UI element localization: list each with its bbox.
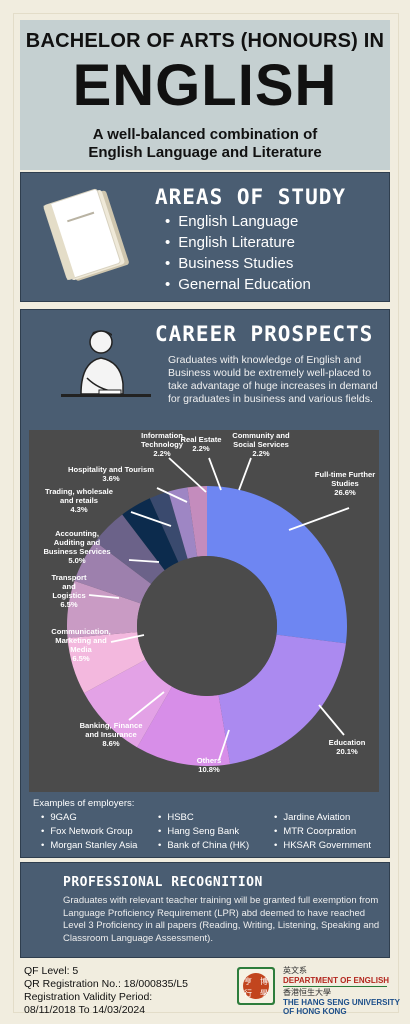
header-banner: BACHELOR OF ARTS (HONOURS) IN ENGLISH A …	[20, 20, 390, 170]
slice-label: Education 20.1%	[329, 738, 366, 756]
leader-line	[128, 559, 160, 563]
uni-english-line-2: OF HONG KONG	[283, 1007, 347, 1016]
employer-item: HKSAR Government	[274, 840, 371, 851]
university-seal-logo: 亨 博 行 學	[237, 967, 275, 1005]
slice-label: Trading, wholesale and retails 4.3%	[45, 487, 113, 514]
degree-subtitle: A well-balanced combination of English L…	[20, 126, 390, 162]
leader-line	[128, 691, 165, 721]
professional-title: PROFESSIONAL RECOGNITION	[63, 875, 263, 890]
slice-label: Hospitality and Tourism 3.6%	[68, 465, 154, 483]
employer-item: HSBC	[158, 812, 193, 823]
slice-label: Real Estate 2.2%	[181, 435, 222, 453]
seal-char: 亨	[244, 976, 252, 986]
qf-level: QF Level: 5	[24, 965, 79, 977]
donut-svg: Full-time Further Studies 26.6% Education 20…	[43, 431, 375, 774]
area-item: English Language	[165, 211, 311, 232]
donut-slice	[207, 486, 347, 644]
area-item: English Literature	[165, 232, 311, 253]
seal-char: 行	[244, 988, 252, 998]
donut-slice	[67, 580, 141, 639]
professional-recognition-panel: PROFESSIONAL RECOGNITION Graduates with …	[20, 862, 390, 958]
slice-label: Full-time Further Studies 26.6%	[315, 470, 375, 497]
donut-slice	[122, 498, 179, 571]
dept-chinese: 英文系	[283, 966, 307, 975]
leader-line	[88, 594, 120, 599]
area-item: Business Studies	[165, 253, 311, 274]
leader-line	[318, 704, 345, 736]
employer-item: Jardine Aviation	[274, 812, 350, 823]
dept-english: DEPARTMENT OF ENGLISH	[283, 975, 390, 985]
professional-text: Graduates with relevant teacher training…	[63, 895, 380, 944]
career-prospects-panel: CAREER PROSPECTS Graduates with knowledg…	[20, 309, 390, 858]
registration-number: QR Registration No.: 18/000835/L5	[24, 978, 189, 990]
donut-slice	[74, 541, 152, 604]
career-title: CAREER PROSPECTS	[155, 322, 374, 346]
validity-period: 08/11/2018 To 14/03/2024	[24, 1004, 146, 1016]
slice-label: Communication, Marketing and Media 6.5%	[51, 627, 111, 663]
degree-title: ENGLISH	[72, 53, 338, 118]
subtitle-line-1: A well-balanced combination of	[92, 126, 318, 143]
employer-item: Morgan Stanley Asia	[41, 840, 137, 851]
leader-line	[288, 507, 350, 531]
donut-slice	[218, 634, 346, 765]
area-item: Genernal Education	[165, 274, 311, 295]
seal-char: 學	[260, 988, 268, 998]
registration-info: QF Level: 5 QR Registration No.: 18/0008…	[24, 965, 188, 1017]
donut-hole	[137, 556, 277, 696]
donut-slice	[84, 659, 173, 748]
employer-item: MTR Coorpration	[274, 826, 356, 837]
logo-divider	[283, 986, 387, 987]
slice-label: Others 10.8%	[197, 756, 221, 774]
leader-line	[130, 511, 172, 527]
employer-item: 9GAG	[41, 812, 76, 823]
donut-slice	[168, 487, 198, 559]
areas-list: English Language English Literature Busi…	[165, 211, 311, 295]
areas-title: AREAS OF STUDY	[155, 185, 347, 209]
seal-char: 博	[260, 976, 268, 986]
donut-slice	[187, 486, 207, 557]
slice-label: Information Technology 2.2%	[141, 431, 184, 458]
leader-line	[168, 457, 207, 493]
leader-line	[238, 457, 252, 491]
leader-line	[208, 457, 222, 491]
employer-item: Hang Seng Bank	[158, 826, 239, 837]
leader-line	[218, 729, 230, 761]
subtitle-line-2: English Language and Literature	[88, 144, 322, 161]
employers-title: Examples of employers:	[33, 798, 135, 809]
slice-label: Banking, Finance and Insurance 8.6%	[80, 721, 143, 748]
leader-line	[110, 634, 145, 643]
slice-label: Transport and Logistics 6.5%	[51, 573, 86, 609]
uni-english-line-1: THE HANG SENG UNIVERSITY	[283, 997, 400, 1007]
book-icon	[43, 188, 129, 281]
donut-slice	[149, 491, 188, 563]
employer-item: Fox Network Group	[41, 826, 132, 837]
donut-slice	[95, 514, 165, 584]
career-description: Graduates with knowledge of English and …	[168, 354, 378, 405]
department-logo-text: 英文系 DEPARTMENT OF ENGLISH 香港恒生大學 THE HAN…	[283, 966, 400, 1017]
slice-label: Community and Social Services 2.2%	[232, 431, 290, 458]
donut-slice	[137, 686, 231, 766]
slice-label: Accounting, Auditing and Business Services…	[43, 529, 110, 565]
uni-chinese: 香港恒生大學	[283, 988, 331, 997]
employer-item: Bank of China (HK)	[158, 840, 249, 851]
leader-line	[156, 487, 188, 503]
validity-label: Registration Validity Period:	[24, 991, 153, 1003]
career-donut-chart: Full-time Further Studies 26.6% Education 20…	[29, 430, 379, 792]
donut-slice	[67, 632, 146, 694]
page-border	[13, 13, 399, 1013]
degree-line: BACHELOR OF ARTS (HONOURS) IN	[25, 30, 385, 52]
areas-of-study-panel: AREAS OF STUDY English Language English …	[20, 172, 390, 302]
person-writing-icon	[61, 330, 151, 397]
